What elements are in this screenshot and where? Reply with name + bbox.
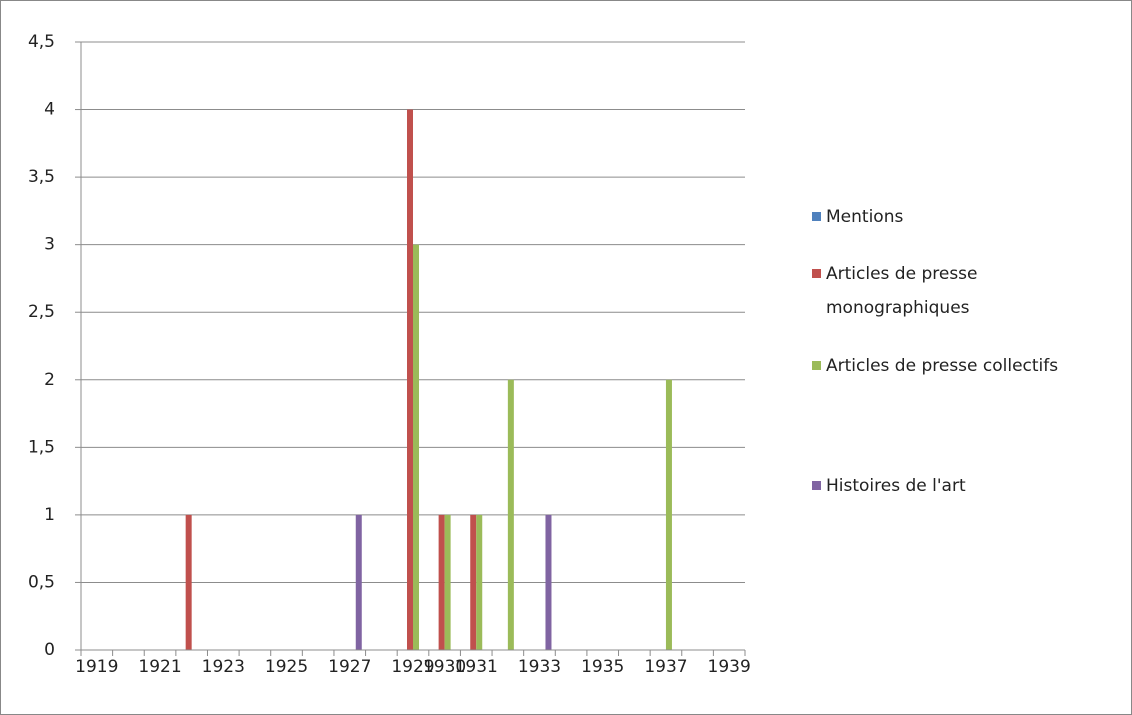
bar [545,514,552,650]
bar [438,514,445,650]
x-tick-label: 1923 [202,657,245,677]
y-tick-label: 4,5 [28,32,55,52]
y-tick-label: 1,5 [28,437,55,457]
y-tick-label: 2,5 [28,302,55,322]
y-tick-label: 1 [44,505,55,525]
x-tick-label: 1935 [581,657,624,677]
bar [476,514,483,650]
x-tick-label: 1930 [423,657,466,677]
y-tick-label: 3,5 [28,167,55,187]
bar [355,514,362,650]
bar [185,514,192,650]
legend-label: Articles de presse collectifs [826,356,1059,376]
x-tick-label: 1929 [391,657,434,677]
bar [665,379,672,650]
x-tick-label: 1925 [265,657,308,677]
x-tick-label: 1933 [518,657,561,677]
legend-item: Articles de presse collectifs [812,349,1122,383]
bar [407,109,413,651]
bar [470,514,477,650]
x-tick-label: 1919 [75,657,118,677]
x-tick-label: 1921 [138,657,181,677]
y-tick-label: 2 [44,370,55,390]
legend-item: Mentions [812,200,1122,234]
bar [444,514,451,650]
y-tick-label: 4 [44,100,55,120]
x-tick-label: 1939 [708,657,751,677]
legend-swatch [812,269,821,278]
y-tick-label: 3 [44,235,55,255]
bar [413,244,419,650]
legend-swatch [812,481,821,490]
x-tick-label: 1937 [644,657,687,677]
legend-label: Histoires de l'art [826,476,966,496]
legend-label: Articles de presse monographiques [826,264,978,318]
legend-item: Histoires de l'art [812,469,1122,503]
bar [507,379,514,650]
y-tick-label: 0 [44,640,55,660]
x-tick-label: 1931 [455,657,498,677]
legend-swatch [812,361,821,370]
legend-swatch [812,212,821,221]
y-tick-label: 0,5 [28,572,55,592]
legend-item: Articles de presse monographiques [812,257,1012,325]
legend-label: Mentions [826,207,904,227]
x-tick-label: 1927 [328,657,371,677]
